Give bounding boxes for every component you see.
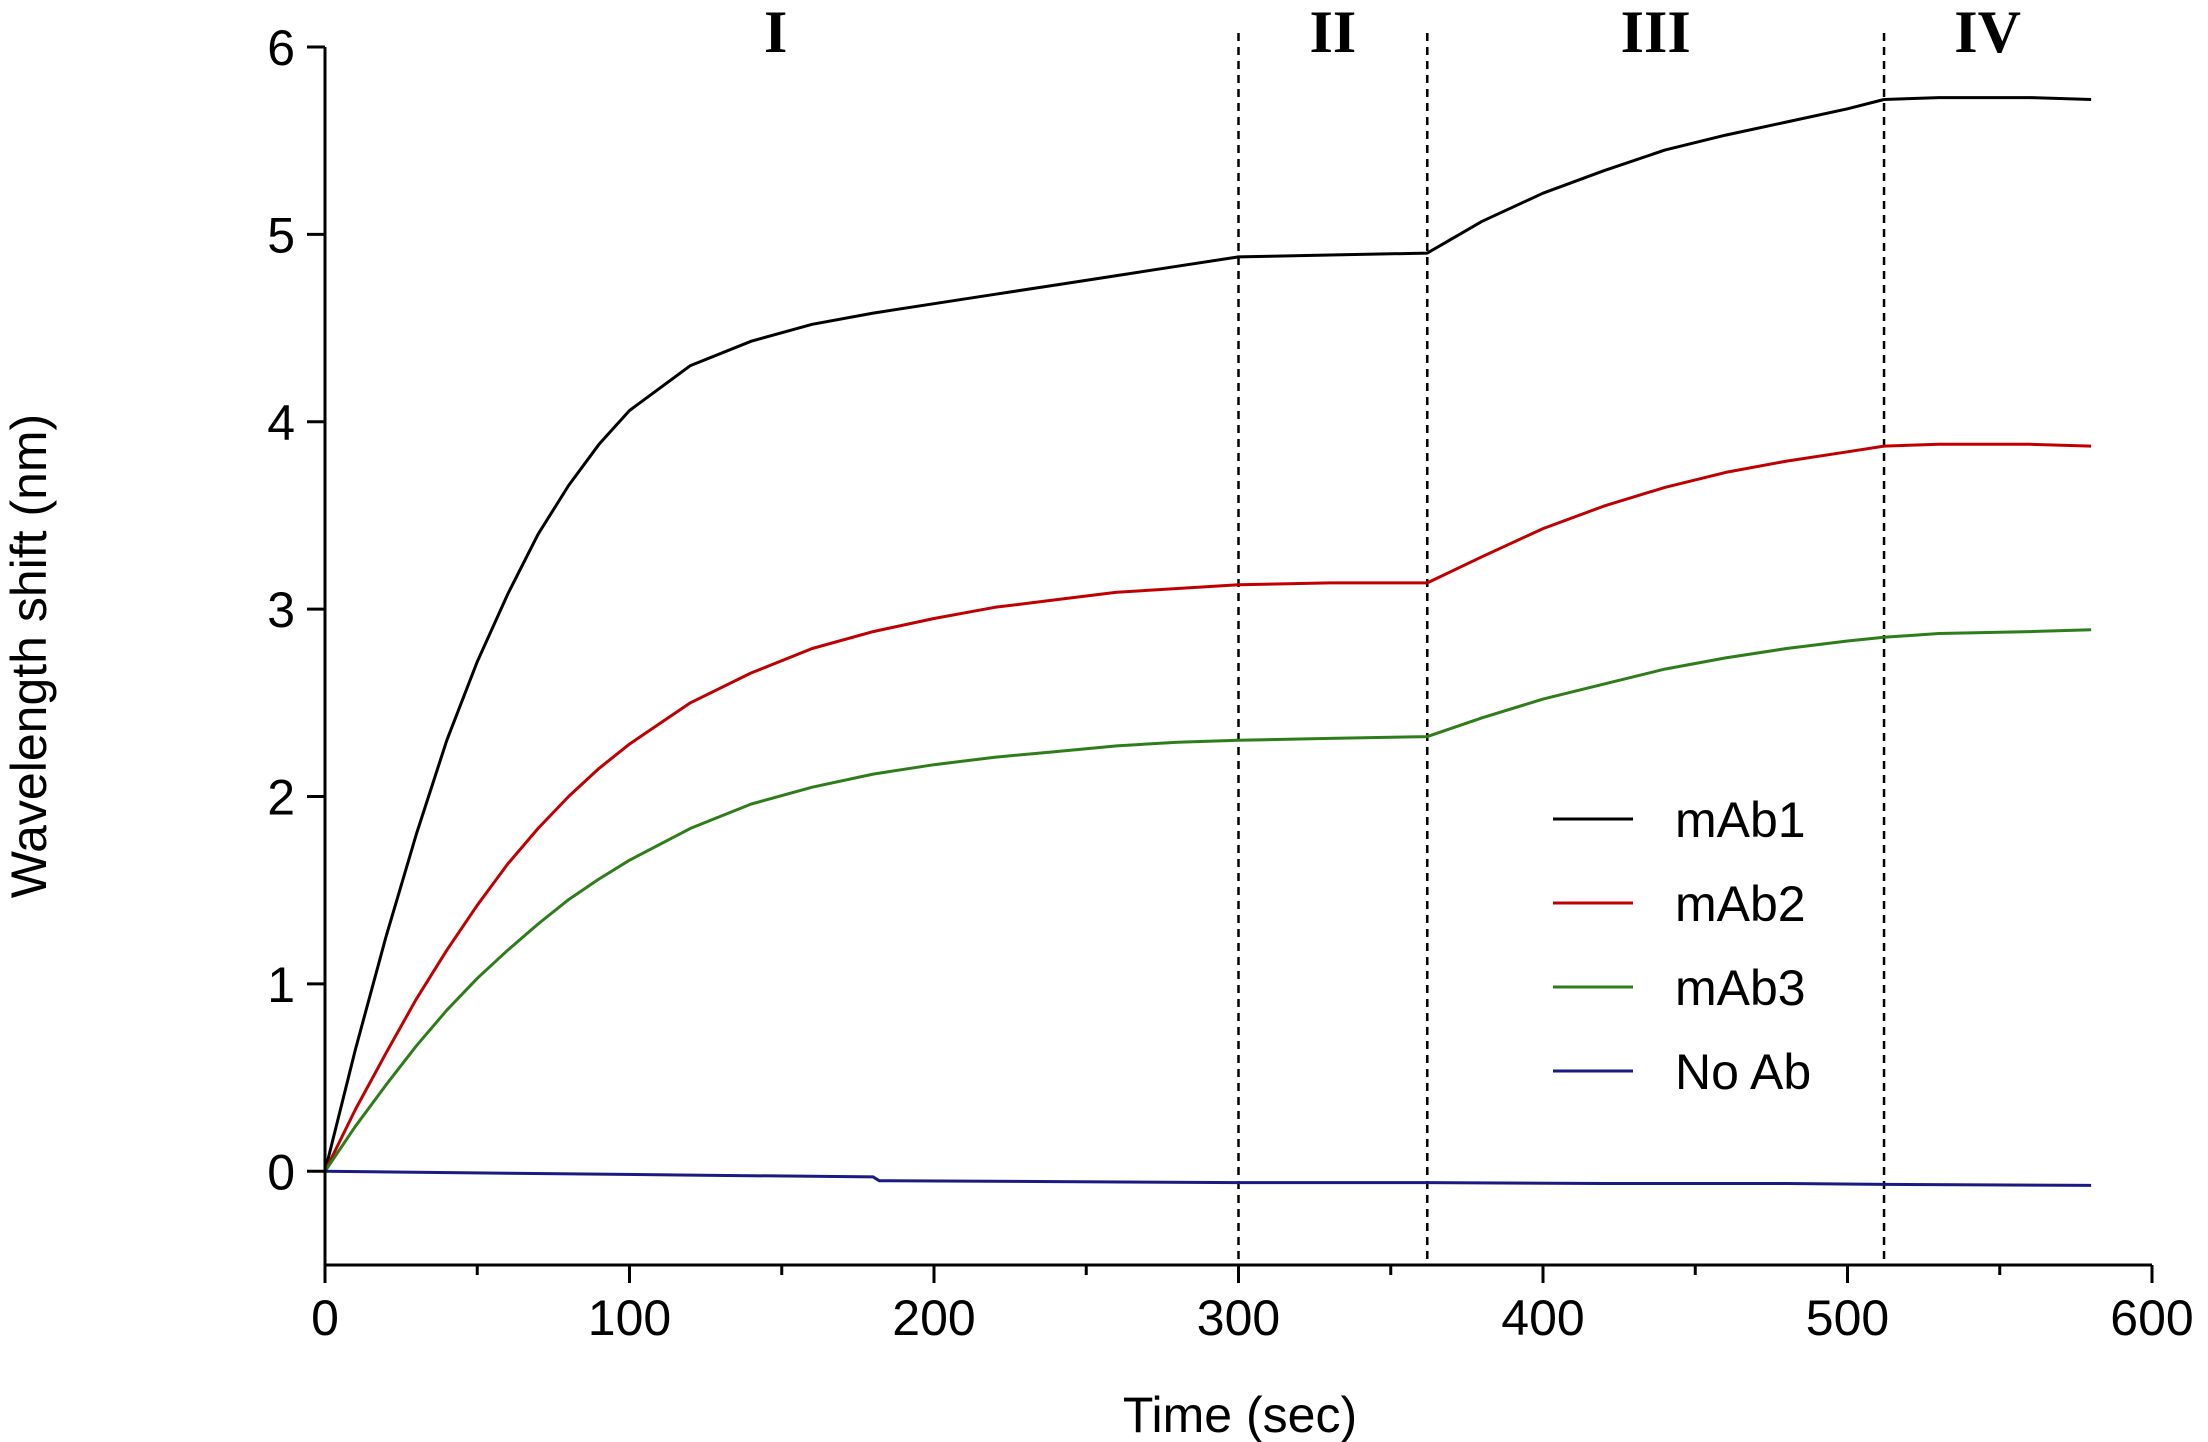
phase-label: I (764, 0, 787, 65)
x-tick-label: 400 (1501, 1290, 1584, 1346)
series-line-mab1 (323, 96, 2092, 1172)
series-line-mab3 (323, 628, 2092, 1173)
x-tick-label: 200 (892, 1290, 975, 1346)
phase-label: II (1310, 0, 1357, 65)
phase-boundaries (1237, 33, 1886, 1265)
x-tick-label: 0 (311, 1290, 339, 1346)
legend: mAb1 mAb2 mAb3 No Ab (1553, 792, 1811, 1100)
x-tick-label: 500 (1806, 1290, 1889, 1346)
y-axis-title: Wavelength shift (nm) (1, 414, 57, 898)
x-tick-label: 300 (1197, 1290, 1280, 1346)
y-tick-label: 4 (267, 395, 295, 451)
legend-label: mAb1 (1675, 792, 1806, 848)
y-tick-label: 6 (267, 20, 295, 76)
y-tick-label: 5 (267, 207, 295, 263)
phase-label: III (1621, 0, 1691, 65)
x-tick-label: 100 (588, 1290, 671, 1346)
y-tick-label: 2 (267, 770, 295, 826)
legend-label: No Ab (1675, 1044, 1811, 1100)
legend-label: mAb2 (1675, 876, 1806, 932)
series-line-mab2 (323, 442, 2092, 1172)
x-axis-title: Time (sec) (1123, 1387, 1357, 1442)
series-group (323, 96, 2092, 1187)
legend-label: mAb3 (1675, 960, 1806, 1016)
ticks: 0 1 2 3 4 5 6 0 100 200 300 400 500 600 (267, 20, 2194, 1346)
y-tick-label: 3 (267, 582, 295, 638)
x-tick-label: 600 (2110, 1290, 2193, 1346)
y-tick-label: 0 (267, 1144, 295, 1200)
series-line-no-ab (324, 1169, 2092, 1187)
phase-label: IV (1954, 0, 2021, 65)
y-tick-label: 1 (267, 957, 295, 1013)
phase-labels: I II III IV (764, 0, 2021, 65)
